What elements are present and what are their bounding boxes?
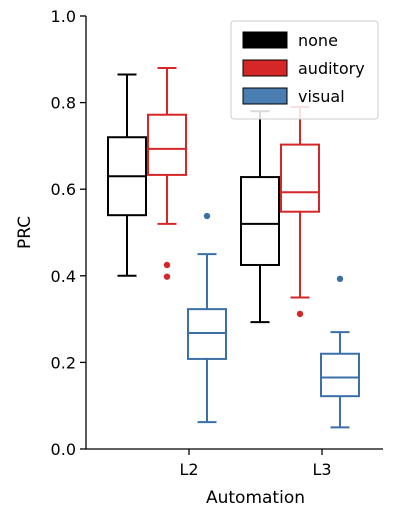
box-auditory-L2 — [147, 66, 187, 280]
box-none-L3 — [240, 110, 280, 324]
box-visual-L2 — [187, 212, 227, 424]
y-tick-label: 0.8 — [51, 94, 76, 113]
legend: none auditory visual — [230, 20, 379, 120]
box-none-L2 — [107, 73, 147, 277]
x-axis-label: Automation — [206, 488, 305, 508]
iqr-box — [280, 143, 320, 213]
legend-label-auditory: auditory — [298, 59, 365, 78]
outlier-point — [163, 261, 171, 269]
y-tick-label: 0.4 — [51, 267, 76, 286]
legend-swatch-none — [242, 31, 288, 49]
iqr-box — [320, 352, 360, 398]
iqr-box — [187, 308, 227, 360]
y-axis-label: PRC — [15, 216, 35, 249]
x-tick-label: L2 — [179, 460, 198, 479]
box-auditory-L3 — [280, 105, 320, 318]
y-tick-label: 1.0 — [51, 7, 76, 26]
outlier-point — [336, 275, 344, 283]
outlier-point — [163, 273, 171, 280]
legend-label-none: none — [298, 31, 338, 50]
outlier-point — [203, 212, 211, 220]
data-layer — [107, 66, 360, 429]
axes-layer: 0.0 0.2 0.4 0.6 0.8 1.0 L2 L3 Automation PRC — [15, 7, 383, 508]
legend-label-visual: visual — [298, 87, 345, 106]
legend-swatch-visual — [242, 87, 288, 105]
x-tick-label: L3 — [312, 460, 331, 479]
box-visual-L3 — [320, 275, 360, 429]
iqr-box — [240, 176, 280, 266]
iqr-box — [147, 113, 187, 176]
y-tick-label: 0.6 — [51, 180, 76, 199]
y-tick-label: 0.0 — [51, 440, 76, 459]
y-tick-label: 0.2 — [51, 353, 76, 372]
outlier-point — [296, 310, 304, 318]
legend-swatch-auditory — [242, 59, 288, 77]
